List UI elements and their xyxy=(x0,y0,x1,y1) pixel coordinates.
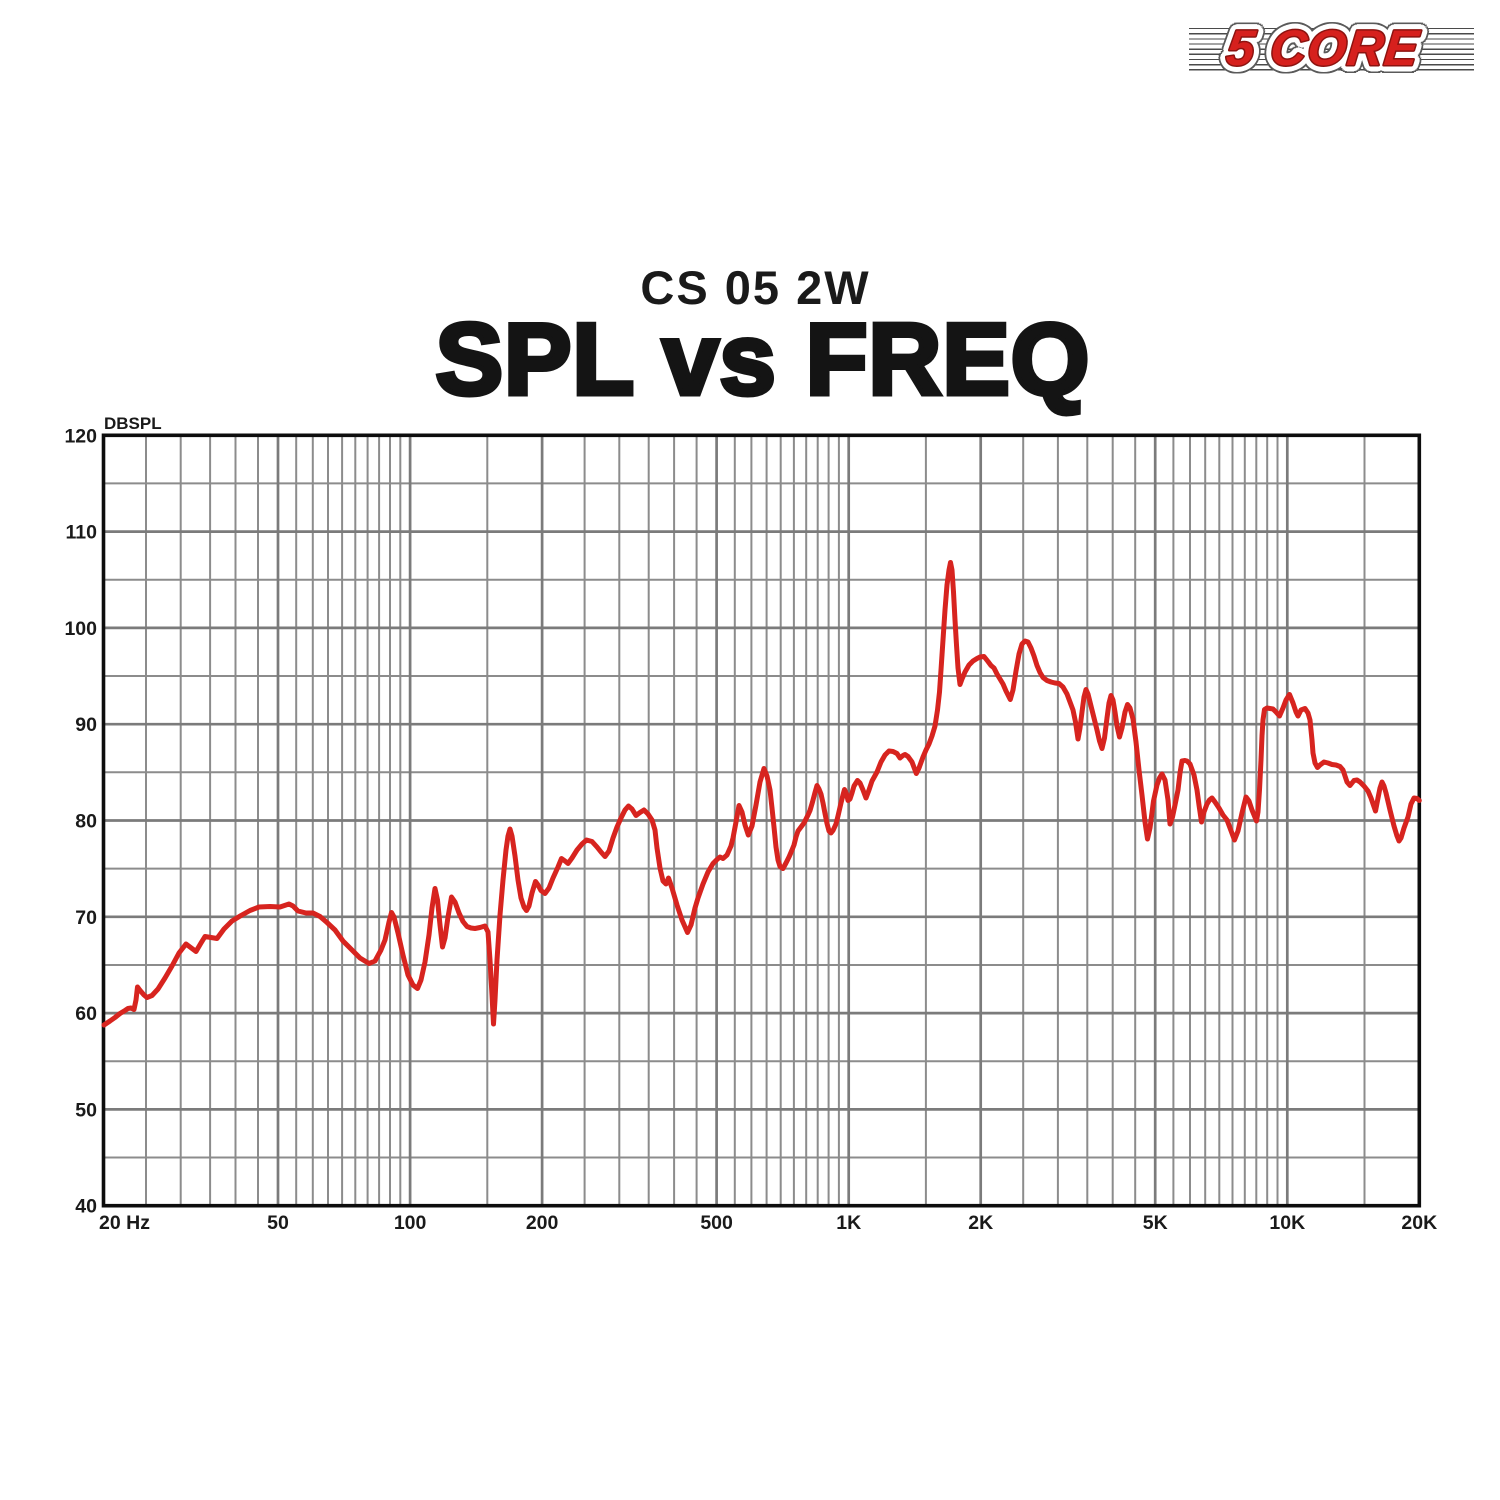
svg-text:500: 500 xyxy=(700,1212,733,1234)
svg-text:10K: 10K xyxy=(1269,1212,1305,1234)
svg-text:20K: 20K xyxy=(1401,1212,1437,1234)
svg-text:120: 120 xyxy=(64,425,97,447)
svg-text:80: 80 xyxy=(75,811,97,833)
svg-text:DBSPL: DBSPL xyxy=(104,414,162,433)
svg-text:110: 110 xyxy=(66,522,98,544)
svg-text:40: 40 xyxy=(75,1196,97,1218)
svg-text:20 Hz: 20 Hz xyxy=(99,1212,150,1234)
svg-text:100: 100 xyxy=(394,1212,427,1234)
svg-text:60: 60 xyxy=(75,1003,97,1025)
svg-text:200: 200 xyxy=(526,1212,559,1234)
svg-text:70: 70 xyxy=(75,907,97,929)
svg-text:50: 50 xyxy=(267,1212,289,1234)
svg-text:50: 50 xyxy=(75,1099,97,1121)
svg-text:5K: 5K xyxy=(1143,1212,1168,1234)
svg-text:2K: 2K xyxy=(968,1212,993,1234)
svg-text:1K: 1K xyxy=(836,1212,861,1234)
svg-text:90: 90 xyxy=(75,714,97,736)
svg-text:100: 100 xyxy=(64,618,97,640)
